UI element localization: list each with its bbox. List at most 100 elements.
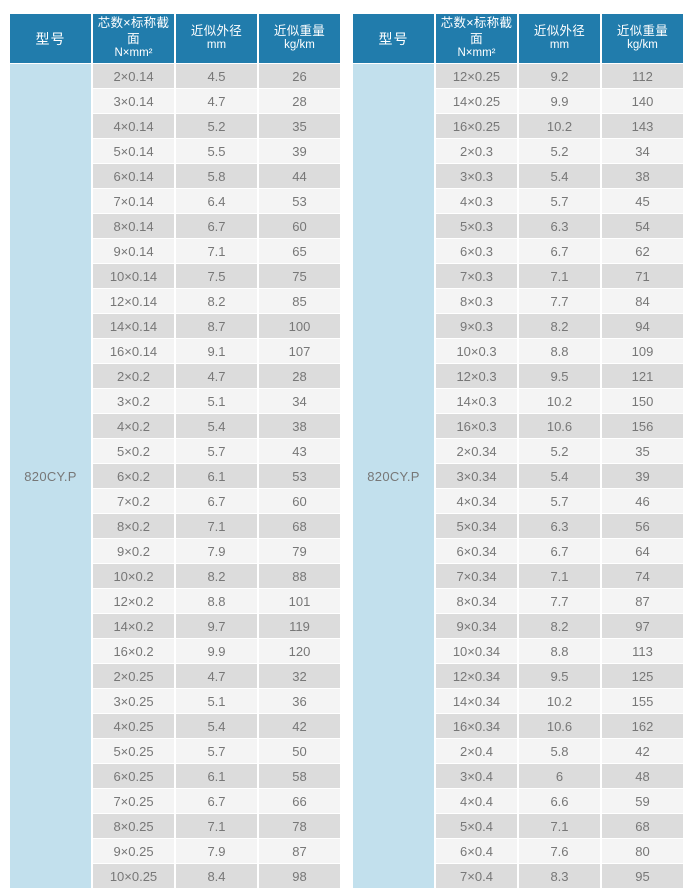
cores-section-cell: 7×0.2 [93, 489, 174, 514]
weight-cell: 34 [259, 389, 340, 414]
weight-cell: 32 [259, 664, 340, 689]
spec-row: 10×0.34 8.8 113 [353, 639, 683, 664]
outer-diameter-cell: 10.2 [519, 114, 600, 139]
spec-row: 2×0.2 4.7 28 [10, 364, 340, 389]
weight-cell: 150 [602, 389, 683, 414]
spec-row: 7×0.3 7.1 71 [353, 264, 683, 289]
outer-diameter-cell: 6.3 [519, 514, 600, 539]
weight-cell: 94 [602, 314, 683, 339]
cores-section-cell: 10×0.2 [93, 564, 174, 589]
cores-section-cell: 16×0.14 [93, 339, 174, 364]
outer-diameter-cell: 6.7 [176, 214, 257, 239]
spec-row: 3×0.4 6 48 [353, 764, 683, 789]
model-cell: 820CY.P [353, 64, 434, 889]
header-weight-line1: 近似重量 [273, 23, 326, 38]
spec-row: 16×0.25 10.2 143 [353, 114, 683, 139]
outer-diameter-cell: 5.1 [176, 389, 257, 414]
header-row: 型号 芯数×标称截面 N×mm² 近似外径 mm 近似重量 kg/km [10, 14, 340, 64]
outer-diameter-cell: 4.7 [176, 664, 257, 689]
spec-table-left: 型号 芯数×标称截面 N×mm² 近似外径 mm 近似重量 kg/km 820C… [8, 13, 342, 889]
cores-section-cell: 6×0.34 [436, 539, 517, 564]
outer-diameter-cell: 7.1 [176, 514, 257, 539]
outer-diameter-cell: 9.5 [519, 664, 600, 689]
weight-cell: 80 [602, 839, 683, 864]
outer-diameter-cell: 8.3 [519, 864, 600, 889]
spec-row: 5×0.2 5.7 43 [10, 439, 340, 464]
outer-diameter-cell: 5.1 [176, 689, 257, 714]
outer-diameter-cell: 6.3 [519, 214, 600, 239]
spec-row: 6×0.2 6.1 53 [10, 464, 340, 489]
outer-diameter-cell: 6.1 [176, 464, 257, 489]
weight-cell: 38 [602, 164, 683, 189]
spec-row: 2×0.4 5.8 42 [353, 739, 683, 764]
outer-diameter-cell: 9.7 [176, 614, 257, 639]
spec-row: 10×0.2 8.2 88 [10, 564, 340, 589]
cores-section-cell: 16×0.25 [436, 114, 517, 139]
cores-section-cell: 2×0.34 [436, 439, 517, 464]
weight-cell: 53 [259, 189, 340, 214]
weight-cell: 84 [602, 289, 683, 314]
spec-row: 10×0.25 8.4 98 [10, 864, 340, 889]
cores-section-cell: 9×0.2 [93, 539, 174, 564]
spec-row: 3×0.34 5.4 39 [353, 464, 683, 489]
outer-diameter-cell: 6.7 [519, 539, 600, 564]
weight-cell: 66 [259, 789, 340, 814]
outer-diameter-cell: 8.2 [176, 289, 257, 314]
outer-diameter-cell: 9.1 [176, 339, 257, 364]
outer-diameter-cell: 10.6 [519, 714, 600, 739]
cores-section-cell: 5×0.25 [93, 739, 174, 764]
cores-section-cell: 16×0.34 [436, 714, 517, 739]
weight-cell: 107 [259, 339, 340, 364]
outer-diameter-cell: 5.7 [176, 739, 257, 764]
weight-cell: 79 [259, 539, 340, 564]
weight-cell: 100 [259, 314, 340, 339]
cores-section-cell: 4×0.2 [93, 414, 174, 439]
spec-row: 7×0.34 7.1 74 [353, 564, 683, 589]
spec-row: 8×0.34 7.7 87 [353, 589, 683, 614]
weight-cell: 88 [259, 564, 340, 589]
spec-row: 8×0.3 7.7 84 [353, 289, 683, 314]
outer-diameter-cell: 5.8 [176, 164, 257, 189]
spec-row: 2×0.34 5.2 35 [353, 439, 683, 464]
cores-section-cell: 7×0.3 [436, 264, 517, 289]
outer-diameter-cell: 7.6 [519, 839, 600, 864]
spec-row: 7×0.14 6.4 53 [10, 189, 340, 214]
spec-row: 3×0.2 5.1 34 [10, 389, 340, 414]
spec-row: 14×0.3 10.2 150 [353, 389, 683, 414]
weight-cell: 143 [602, 114, 683, 139]
outer-diameter-cell: 8.8 [519, 339, 600, 364]
outer-diameter-cell: 7.1 [176, 814, 257, 839]
table-body-right: 820CY.P 12×0.25 9.2 112 14×0.25 9.9 140 16×0.25… [353, 64, 683, 889]
cores-section-cell: 3×0.25 [93, 689, 174, 714]
weight-cell: 156 [602, 414, 683, 439]
cores-section-cell: 3×0.14 [93, 89, 174, 114]
weight-cell: 58 [259, 764, 340, 789]
spec-row: 8×0.14 6.7 60 [10, 214, 340, 239]
spec-row: 6×0.34 6.7 64 [353, 539, 683, 564]
cores-section-cell: 4×0.3 [436, 189, 517, 214]
cores-section-cell: 3×0.3 [436, 164, 517, 189]
spec-row: 4×0.3 5.7 45 [353, 189, 683, 214]
outer-diameter-cell: 4.7 [176, 89, 257, 114]
header-row: 型号 芯数×标称截面 N×mm² 近似外径 mm 近似重量 kg/km [353, 14, 683, 64]
outer-diameter-cell: 5.7 [519, 489, 600, 514]
outer-diameter-cell: 6.1 [176, 764, 257, 789]
spec-row: 9×0.3 8.2 94 [353, 314, 683, 339]
spec-row: 6×0.25 6.1 58 [10, 764, 340, 789]
outer-diameter-cell: 6.7 [176, 489, 257, 514]
weight-cell: 43 [259, 439, 340, 464]
spec-row: 10×0.3 8.8 109 [353, 339, 683, 364]
outer-diameter-cell: 9.9 [519, 89, 600, 114]
header-outer-diameter-line2: mm [206, 39, 227, 52]
table-body-left: 820CY.P 2×0.14 4.5 26 3×0.14 4.7 28 4×0.14 5.2 35… [10, 64, 340, 889]
weight-cell: 45 [602, 189, 683, 214]
cores-section-cell: 7×0.4 [436, 864, 517, 889]
cores-section-cell: 14×0.3 [436, 389, 517, 414]
cores-section-cell: 14×0.14 [93, 314, 174, 339]
cores-section-cell: 6×0.3 [436, 239, 517, 264]
cores-section-cell: 6×0.4 [436, 839, 517, 864]
outer-diameter-cell: 6.7 [519, 239, 600, 264]
outer-diameter-cell: 5.4 [519, 164, 600, 189]
weight-cell: 119 [259, 614, 340, 639]
